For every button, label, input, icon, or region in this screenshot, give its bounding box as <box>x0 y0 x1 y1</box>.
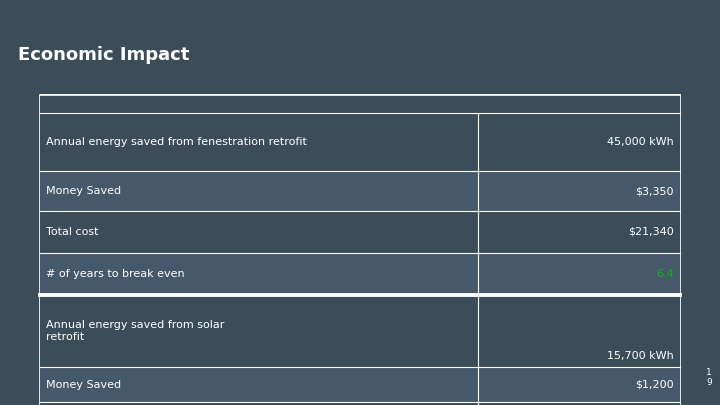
Bar <box>40 211 680 253</box>
Text: Annual energy saved from fenestration retrofit: Annual energy saved from fenestration re… <box>46 137 307 147</box>
Text: 45,000 kWh: 45,000 kWh <box>607 137 674 147</box>
Bar <box>40 171 680 211</box>
Bar <box>40 253 680 295</box>
Bar <box>40 295 680 367</box>
Bar <box>40 95 680 113</box>
Text: $1,200: $1,200 <box>635 379 674 390</box>
Text: # of years to break even: # of years to break even <box>46 269 184 279</box>
Text: 6.4: 6.4 <box>656 269 674 279</box>
Text: $3,350: $3,350 <box>636 186 674 196</box>
Bar <box>40 402 680 405</box>
Bar <box>40 113 680 171</box>
Bar <box>40 95 680 405</box>
Text: Total cost: Total cost <box>46 227 99 237</box>
Text: 1
9: 1 9 <box>706 368 712 387</box>
Text: Money Saved: Money Saved <box>46 379 121 390</box>
Text: 15,700 kWh: 15,700 kWh <box>607 351 674 361</box>
Text: $21,340: $21,340 <box>629 227 674 237</box>
Text: Money Saved: Money Saved <box>46 186 121 196</box>
Text: Economic Impact: Economic Impact <box>18 46 189 64</box>
Text: Annual energy saved from solar
retrofit: Annual energy saved from solar retrofit <box>46 320 225 342</box>
Bar <box>40 367 680 402</box>
